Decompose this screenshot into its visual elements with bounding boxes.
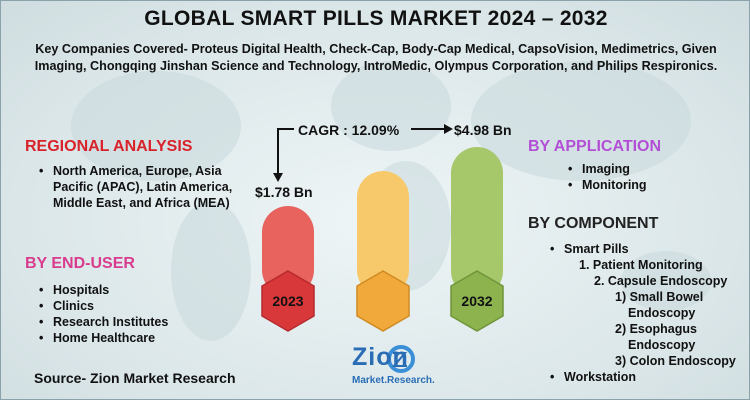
regional-item: North America, Europe, Asia Pacific (APA… [37, 163, 247, 211]
cagr-label: CAGR : 12.09% [298, 122, 400, 138]
component-sub-item: 1) Small Bowel [615, 290, 704, 304]
source-text: Source- Zion Market Research [34, 370, 236, 386]
logo-globe-icon [387, 345, 415, 373]
component-sublist: 1. Patient Monitoring 2. Capsule Endosco… [579, 257, 736, 369]
component-sub-item: 1. Patient Monitoring [579, 258, 703, 272]
regional-list: North America, Europe, Asia Pacific (APA… [37, 163, 247, 211]
end-user-item: Home Healthcare [37, 330, 237, 346]
key-companies-text: Key Companies Covered- Proteus Digital H… [34, 42, 718, 73]
regional-analysis-heading: REGIONAL ANALYSIS [25, 138, 193, 155]
end-user-item: Hospitals [37, 282, 237, 298]
component-sub-item: 3) Colon Endoscopy [615, 354, 736, 368]
end-user-item: Clinics [37, 298, 237, 314]
bar-middle [357, 171, 409, 296]
hexagon-2023 [261, 270, 315, 332]
application-item: Imaging [566, 161, 736, 177]
component-item-smart-pills: Smart Pills [548, 241, 748, 257]
map-shape [331, 61, 451, 151]
end-user-list: Hospitals Clinics Research Institutes Ho… [37, 282, 237, 346]
hexagon-middle [356, 270, 410, 332]
component-heading: BY COMPONENT [528, 215, 659, 232]
hexagon-2032 [450, 270, 504, 332]
year-2023-label: 2023 [272, 293, 303, 309]
start-value-label: $1.78 Bn [255, 184, 313, 200]
end-user-item: Research Institutes [37, 314, 237, 330]
logo-word: Zion [352, 343, 409, 371]
application-list: Imaging Monitoring [566, 161, 736, 193]
component-sub-item: 2) Esophagus [615, 322, 697, 336]
application-heading: BY APPLICATION [528, 138, 662, 155]
end-user-heading: BY END-USER [25, 255, 135, 272]
application-item: Monitoring [566, 177, 736, 193]
arrow-head-down-icon [273, 173, 283, 182]
end-value-label: $4.98 Bn [454, 122, 512, 138]
logo-subtext: Market.Research. [352, 375, 435, 386]
component-sub-item: Endoscopy [628, 338, 696, 352]
cagr-arrow-down [277, 128, 294, 173]
bar-2032 [451, 147, 503, 297]
bar-2023 [262, 206, 314, 296]
logo-z-icon [391, 352, 408, 367]
component-item-workstation: Workstation [548, 369, 748, 385]
component-list-bottom: Workstation [548, 369, 748, 385]
arrow-head-right-icon [444, 124, 453, 134]
year-2032-label: 2032 [461, 293, 492, 309]
component-sub-item: Endoscopy [628, 306, 696, 320]
page-title: GLOBAL SMART PILLS MARKET 2024 – 2032 [144, 7, 608, 30]
map-shape [621, 251, 711, 311]
component-sub-item: 2. Capsule Endoscopy [594, 274, 728, 288]
component-list-top: Smart Pills [548, 241, 748, 257]
